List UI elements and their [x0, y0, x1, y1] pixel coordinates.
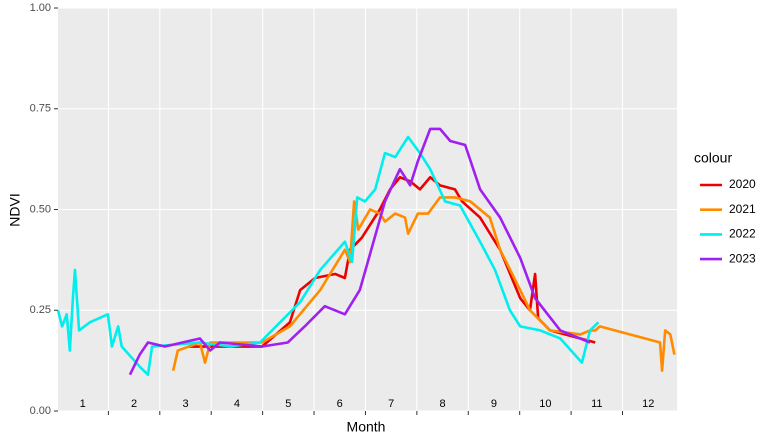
- series-line: [171, 196, 676, 372]
- series-line: [56, 135, 600, 377]
- x-tick-label: 9: [491, 398, 497, 410]
- y-tick-label: 0.25: [30, 304, 51, 316]
- legend-label: 2023: [729, 251, 756, 265]
- y-tick-label: 0.50: [30, 203, 51, 215]
- legend-title: colour: [694, 150, 732, 166]
- x-tick-label: 1: [80, 398, 86, 410]
- x-tick-label: 2: [131, 398, 137, 410]
- x-tick-label: 4: [234, 398, 240, 410]
- y-tick-label: 0.00: [30, 405, 51, 417]
- series-line: [188, 175, 596, 348]
- x-tick-label: 8: [439, 398, 445, 410]
- legend-label: 2022: [729, 227, 756, 241]
- x-axis-title: Month: [347, 419, 386, 435]
- x-tick-label: 5: [285, 398, 291, 410]
- y-axis-title: NDVI: [7, 193, 23, 226]
- x-tick-label: 10: [539, 398, 551, 410]
- x-tick-label: 12: [642, 398, 654, 410]
- x-tick-label: 7: [388, 398, 394, 410]
- x-tick-label: 11: [591, 398, 602, 410]
- series-line: [128, 127, 591, 376]
- x-tick-label: 3: [182, 398, 188, 410]
- x-tick-label: 6: [337, 398, 343, 410]
- legend-label: 2021: [729, 202, 756, 216]
- legend-label: 2020: [729, 177, 756, 191]
- y-tick-label: 1.00: [30, 2, 51, 14]
- y-tick-label: 0.75: [30, 103, 51, 115]
